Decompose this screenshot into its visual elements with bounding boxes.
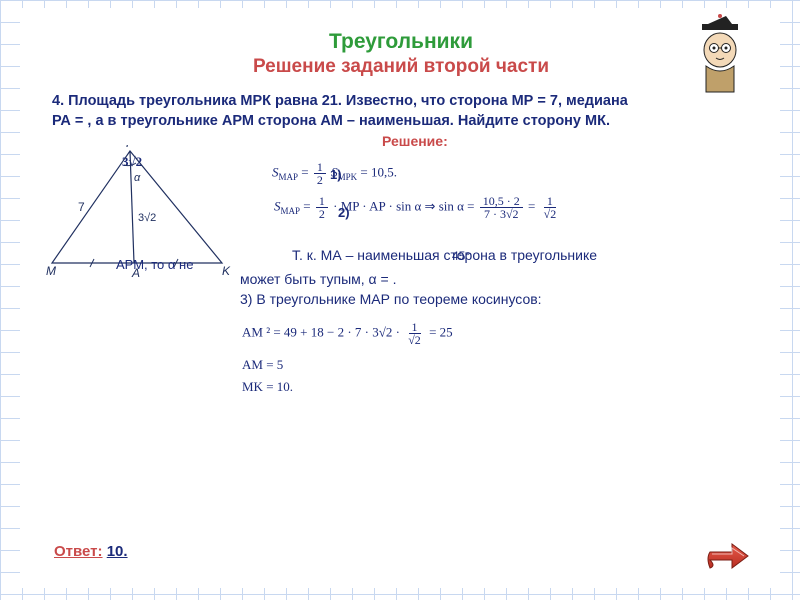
problem-line-b: РА = , а в треугольнике АРМ сторона АМ –… <box>52 113 610 129</box>
answer: Ответ: 10. <box>54 543 128 560</box>
equation-2: SMAP = 12 · MP · AP · sin α ⇒ sin α = 10… <box>274 195 561 220</box>
problem-text: 4. Площадь треугольника МРК равна 21. Из… <box>52 92 750 131</box>
equation-mk: MK = 10. <box>242 379 293 395</box>
step-2-label: 2) <box>338 205 350 220</box>
heading-subtitle: Решение заданий второй части <box>52 56 750 78</box>
step-3: 3) В треугольнике МАР по теореме косинус… <box>240 291 542 307</box>
answer-label: Ответ: <box>54 543 103 560</box>
alpha-value: 45° <box>452 249 470 263</box>
content: P M A K 7 α 3√2 АРМ, то α не Решение: SM… <box>52 139 750 439</box>
slide-card: Треугольники Решение заданий второй част… <box>20 8 780 588</box>
avatar <box>686 14 754 94</box>
answer-value: 10. <box>107 543 128 560</box>
heading: Треугольники Решение заданий второй част… <box>52 30 750 78</box>
heading-title: Треугольники <box>52 30 750 54</box>
nav-next-button[interactable] <box>706 538 752 574</box>
equation-am: AM = 5 <box>242 357 283 373</box>
text-tk: Т. к. МА – наименьшая сторона в треуголь… <box>292 247 597 263</box>
problem-number: 4. <box>52 93 64 109</box>
step-1-label: 1) <box>330 167 342 182</box>
arrow-icon <box>706 538 752 574</box>
equation-am2: AM ² = 49 + 18 − 2 · 7 · 3√2 · 1√2 = 25 <box>242 321 453 346</box>
solution: Решение: SMAP = 12 SMPK = 10,5. 1) SMAP … <box>52 139 750 439</box>
solution-title: Решение: <box>382 133 448 149</box>
problem-line-a: Площадь треугольника МРК равна 21. Извес… <box>68 93 628 109</box>
text-maybe: может быть тупым, α = . <box>240 271 396 287</box>
